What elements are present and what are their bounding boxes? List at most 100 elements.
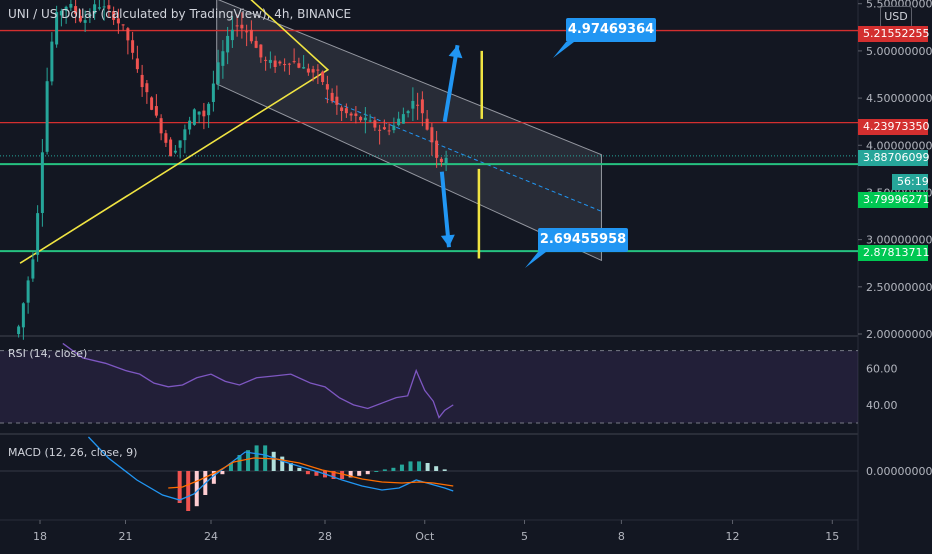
candle-body — [235, 25, 239, 27]
candle-body — [254, 40, 258, 48]
candle-body — [164, 133, 168, 143]
price-tick-label: 3.00000000 — [866, 234, 932, 247]
rsi-label: RSI (14, close) — [8, 347, 88, 360]
candle-body — [107, 5, 111, 9]
countdown-tag: 56:19 — [892, 174, 929, 190]
macd-histogram-bar — [237, 455, 242, 471]
macd-histogram-bar — [246, 450, 251, 471]
candle-body — [430, 127, 434, 143]
candle-body — [221, 51, 225, 66]
candle-body — [283, 64, 287, 66]
candle-body — [316, 69, 320, 71]
macd-histogram-bar — [186, 471, 191, 511]
candle-body — [183, 129, 187, 141]
macd-histogram-bar — [357, 471, 362, 476]
candle-body — [363, 117, 367, 121]
candle-body — [40, 152, 44, 213]
callout-tail — [553, 42, 574, 58]
candle-body — [126, 28, 130, 41]
descending-channel — [216, 0, 602, 262]
candle-body — [112, 11, 116, 20]
candle-body — [406, 111, 410, 114]
candle-body — [121, 24, 125, 26]
macd-histogram-bar — [271, 451, 276, 471]
candle-body — [140, 74, 144, 88]
bearish-arrow-shaft — [439, 171, 451, 248]
candle-body — [26, 280, 30, 303]
macd-histogram-bar — [194, 471, 199, 507]
rsi-tick-label: 40.00 — [866, 399, 898, 412]
candle-body — [21, 303, 25, 328]
price-tick-label: 5.50000000 — [866, 0, 932, 11]
candle-body — [340, 107, 344, 112]
callout-tail — [525, 252, 546, 268]
candle-body — [354, 113, 358, 116]
candle-body — [55, 12, 59, 45]
macd-histogram-bar — [211, 471, 216, 484]
candle-body — [268, 59, 272, 63]
candle-body — [335, 96, 339, 105]
candle-body — [378, 129, 382, 131]
time-tick-label: 5 — [521, 530, 528, 543]
chart-title: UNI / US Dollar (calculated by TradingVi… — [8, 7, 352, 21]
price-tag-text: 56:19 — [897, 175, 929, 188]
macd-histogram-bar — [280, 456, 285, 471]
currency-button[interactable]: USD — [880, 6, 912, 28]
macd-histogram-bar — [220, 471, 225, 475]
time-tick-label: 15 — [825, 530, 839, 543]
price-tag-resistance-upper: 5.21552255 — [858, 26, 929, 42]
candle-body — [264, 59, 268, 61]
lower-target-callout: 2.69455958 — [538, 228, 628, 252]
price-tag-support-upper: 3.79996271 — [858, 192, 929, 208]
macd-histogram-bar — [314, 471, 319, 476]
candle-body — [240, 24, 244, 29]
time-tick-label: 21 — [119, 530, 133, 543]
candle-body — [420, 99, 424, 114]
candle-body — [321, 71, 325, 83]
candle-body — [197, 111, 201, 115]
candle-body — [411, 100, 415, 109]
price-tag-resistance-lower: 4.23973350 — [858, 119, 930, 135]
candle-body — [59, 10, 63, 16]
candle-body — [64, 6, 68, 11]
candle-body — [159, 118, 163, 134]
candle-body — [311, 69, 315, 73]
macd-histogram-bar — [331, 471, 336, 479]
candle-body — [131, 40, 135, 53]
candle-body — [297, 63, 301, 68]
candle-body — [207, 103, 211, 116]
candle-body — [373, 120, 377, 128]
candle-body — [382, 127, 386, 130]
candle-body — [444, 157, 448, 164]
candle-body — [178, 140, 182, 148]
macd-tick-label: 0.00000000 — [866, 465, 932, 478]
candle-body — [150, 97, 154, 110]
candle-body — [302, 67, 306, 69]
rsi-tick-label: 60.00 — [866, 363, 898, 376]
candle-body — [78, 15, 82, 22]
candle-body — [344, 108, 348, 114]
price-tag-text: 4.23973350 — [863, 120, 930, 133]
candle-body — [401, 114, 405, 124]
price-tag-text: 2.87813711 — [863, 246, 930, 259]
time-tick-label: 24 — [204, 530, 218, 543]
candle-body — [216, 62, 220, 84]
macd-signal-line — [168, 457, 454, 489]
candle-body — [273, 60, 277, 68]
price-tick-label: 4.50000000 — [866, 92, 932, 105]
macd-histogram-bar — [340, 471, 345, 479]
price-tag-text: 3.88706099 — [863, 151, 930, 164]
candle-body — [145, 83, 149, 93]
time-tick-label: 18 — [33, 530, 47, 543]
candle-body — [439, 158, 443, 163]
macd-histogram-bar — [228, 463, 233, 471]
candle-body — [435, 140, 439, 158]
candle-body — [392, 125, 396, 131]
macd-histogram-bar — [288, 463, 293, 471]
upper-target-callout: 4.97469364 — [566, 18, 656, 42]
candle-body — [249, 29, 253, 42]
macd-histogram-bar — [425, 463, 430, 471]
macd-histogram-bar — [391, 467, 396, 471]
